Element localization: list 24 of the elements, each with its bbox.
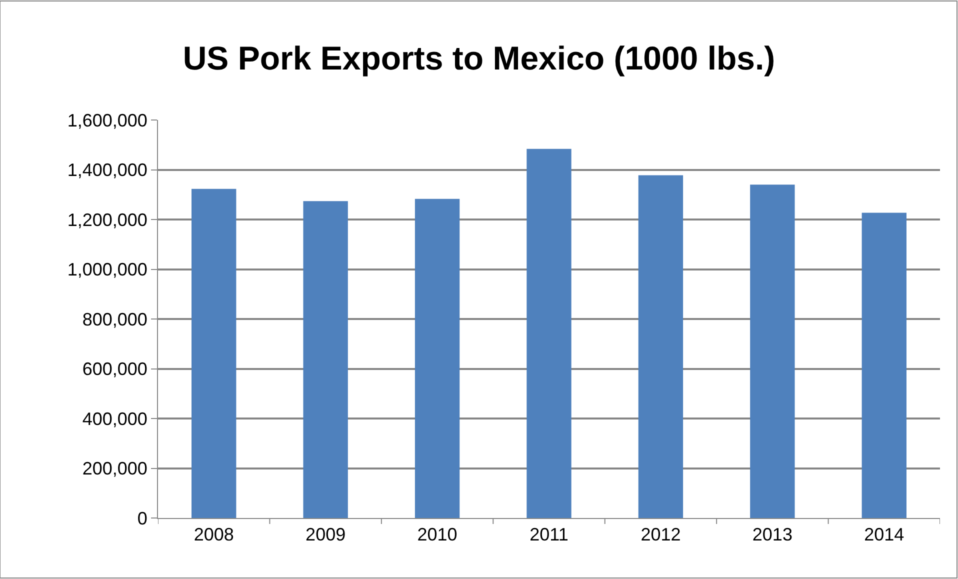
x-tick-label: 2011	[530, 524, 568, 545]
bar	[638, 175, 684, 518]
bar	[303, 201, 348, 518]
x-tick-label: 2008	[194, 524, 234, 545]
y-tick-label: 1,600,000	[67, 110, 148, 130]
y-tick-label: 400,000	[82, 408, 148, 429]
y-tick-label: 800,000	[82, 309, 148, 330]
y-tick-label: 600,000	[82, 359, 148, 380]
x-tick-label: 2010	[417, 524, 458, 545]
x-tick-label: 2013	[752, 524, 792, 545]
x-tick-label: 2009	[306, 524, 346, 545]
bar	[750, 184, 795, 518]
y-tick-label: 1,400,000	[67, 160, 148, 180]
x-tick-label: 2012	[640, 524, 681, 545]
x-tick-label: 2014	[864, 524, 904, 545]
bar	[414, 198, 460, 518]
bar	[862, 212, 906, 518]
y-tick-label: 1,000,000	[67, 260, 148, 280]
y-tick-label: 200,000	[82, 458, 148, 479]
y-tick-label: 1,200,000	[67, 210, 148, 230]
y-tick-label: 0	[137, 508, 148, 528]
bar	[192, 188, 236, 518]
bar	[526, 148, 572, 518]
chart-title: US Pork Exports to Mexico (1000 lbs.)	[182, 39, 776, 76]
